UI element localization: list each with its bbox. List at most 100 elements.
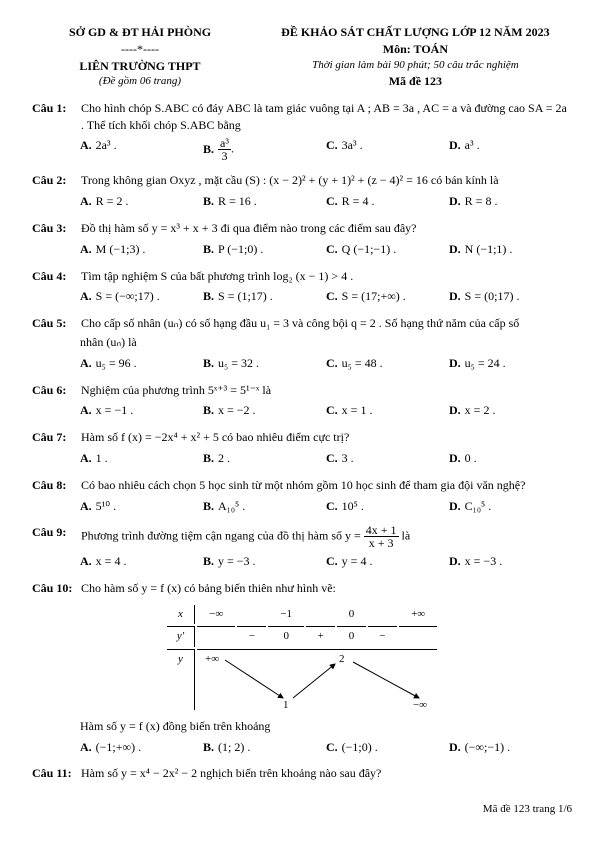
q3-label: Câu 3:: [32, 220, 78, 237]
q10-text2: Hàm số y = f (x) đồng biến trên khoảng: [32, 718, 572, 735]
q8-text: Có bao nhiêu cách chọn 5 học sinh từ một…: [81, 477, 571, 494]
org-line: SỞ GD & ĐT HẢI PHÒNG: [32, 24, 248, 41]
q9-label: Câu 9:: [32, 524, 78, 541]
arrow-up: [293, 664, 335, 698]
q6-choice-d: D.x = 2 .: [449, 402, 572, 419]
q9-choice-c: C.y = 4 .: [326, 553, 449, 570]
q5-choice-a: A.u₅ = 96 .: [80, 355, 203, 372]
q5-text1: Cho cấp số nhân (uₙ) có số hạng đầu u₁ =…: [81, 315, 571, 332]
q2-choice-d: D.R = 8 .: [449, 193, 572, 210]
q2-choice-b: B.R = 16 .: [203, 193, 326, 210]
page-header: SỞ GD & ĐT HẢI PHÒNG ----*---- LIÊN TRƯỜ…: [32, 24, 572, 90]
q5-choice-d: D.u₅ = 24 .: [449, 355, 572, 372]
q4-choices: A.S = (−∞;17) . B.S = (1;17) . C.S = (17…: [32, 288, 572, 305]
question-1: Câu 1: Cho hình chóp S.ABC có đáy ABC là…: [32, 100, 572, 163]
q11-text: Hàm số y = x⁴ − 2x² − 2 nghịch biến trên…: [81, 765, 571, 782]
q8-choice-d: D.C₁₀⁵ .: [449, 498, 572, 515]
q10-choice-d: D.(−∞;−1) .: [449, 739, 572, 756]
header-right: ĐỀ KHẢO SÁT CHẤT LƯỢNG LỚP 12 NĂM 2023 M…: [259, 24, 572, 90]
q4-choice-a: A.S = (−∞;17) .: [80, 288, 203, 305]
q5-choice-c: C.u₅ = 48 .: [326, 355, 449, 372]
q1-choice-c: C.3a³ .: [326, 137, 449, 162]
q4-choice-d: D.S = (0;17) .: [449, 288, 572, 305]
question-4: Câu 4: Tìm tập nghiệm S của bất phương t…: [32, 268, 572, 306]
q6-choices: A.x = −1 . B.x = −2 . C.x = 1 . D.x = 2 …: [32, 402, 572, 419]
q8-choice-a: A.5¹⁰ .: [80, 498, 203, 515]
q10-choice-a: A.(−1;+∞) .: [80, 739, 203, 756]
q2-choices: A.R = 2 . B.R = 16 . C.R = 4 . D.R = 8 .: [32, 193, 572, 210]
variation-table: x −∞ −1 0 +∞ y′ − 0 + 0 − y: [165, 603, 439, 712]
arrow-down-1: [225, 660, 283, 698]
q6-text: Nghiệm của phương trình 5ˣ⁺³ = 5¹⁻ˣ là: [81, 382, 571, 399]
q1-text: Cho hình chóp S.ABC có đáy ABC là tam gi…: [81, 100, 571, 134]
question-10: Câu 10: Cho hàm số y = f (x) có bảng biế…: [32, 580, 572, 755]
question-9: Câu 9: Phương trình đường tiệm cận ngang…: [32, 524, 572, 570]
bt-val-ninf: −∞: [413, 699, 427, 710]
q5-label: Câu 5:: [32, 315, 78, 332]
page-footer: Mã đề 123 trang 1/6: [32, 802, 572, 817]
sep-line: ----*----: [32, 41, 248, 58]
q8-choices: A.5¹⁰ . B.A₁₀⁵ . C.10⁵ . D.C₁₀⁵ .: [32, 498, 572, 515]
question-5: Câu 5: Cho cấp số nhân (uₙ) có số hạng đ…: [32, 315, 572, 371]
q1-choice-a: A.2a³ .: [80, 137, 203, 162]
question-3: Câu 3: Đồ thị hàm số y = x³ + x + 3 đi q…: [32, 220, 572, 258]
q2-label: Câu 2:: [32, 172, 78, 189]
q11-label: Câu 11:: [32, 765, 78, 782]
question-8: Câu 8: Có bao nhiêu cách chọn 5 học sinh…: [32, 477, 572, 515]
code-line: Mã đề 123: [259, 73, 572, 90]
question-6: Câu 6: Nghiệm của phương trình 5ˣ⁺³ = 5¹…: [32, 382, 572, 420]
q5-choices: A.u₅ = 96 . B.u₅ = 32 . C.u₅ = 48 . D.u₅…: [32, 355, 572, 372]
q4-text: Tìm tập nghiệm S của bất phương trình lo…: [81, 268, 571, 285]
time-line: Thời gian làm bài 90 phút; 50 câu trắc n…: [259, 58, 572, 73]
q9-choice-a: A.x = 4 .: [80, 553, 203, 570]
question-11: Câu 11: Hàm số y = x⁴ − 2x² − 2 nghịch b…: [32, 765, 572, 782]
q3-text: Đồ thị hàm số y = x³ + x + 3 đi qua điểm…: [81, 220, 571, 237]
q3-choice-b: B.P (−1;0) .: [203, 241, 326, 258]
q9-choice-d: D.x = −3 .: [449, 553, 572, 570]
q3-choice-d: D.N (−1;1) .: [449, 241, 572, 258]
q7-choice-b: B.2 .: [203, 450, 326, 467]
q7-label: Câu 7:: [32, 429, 78, 446]
pages-line: (Đề gồm 06 trang): [32, 74, 248, 89]
question-2: Câu 2: Trong không gian Oxyz , mặt cầu (…: [32, 172, 572, 210]
question-7: Câu 7: Hàm số f (x) = −2x⁴ + x² + 5 có b…: [32, 429, 572, 467]
q1-choice-b: B.a³3.: [203, 137, 326, 162]
q4-choice-c: C.S = (17;+∞) .: [326, 288, 449, 305]
bt-val-max: 2: [339, 653, 345, 665]
q1-choice-d: D.a³ .: [449, 137, 572, 162]
q8-choice-b: B.A₁₀⁵ .: [203, 498, 326, 515]
q5-choice-b: B.u₅ = 32 .: [203, 355, 326, 372]
q7-choice-c: C.3 .: [326, 450, 449, 467]
school-line: LIÊN TRƯỜNG THPT: [32, 58, 248, 75]
q1-choices: A.2a³ . B.a³3. C.3a³ . D.a³ .: [32, 137, 572, 162]
bt-val-min: 1: [283, 699, 289, 710]
q5-text2: nhân (uₙ) là: [32, 334, 572, 351]
q6-choice-b: B.x = −2 .: [203, 402, 326, 419]
header-left: SỞ GD & ĐT HẢI PHÒNG ----*---- LIÊN TRƯỜ…: [32, 24, 248, 90]
exam-title: ĐỀ KHẢO SÁT CHẤT LƯỢNG LỚP 12 NĂM 2023: [259, 24, 572, 41]
q7-text: Hàm số f (x) = −2x⁴ + x² + 5 có bao nhiê…: [81, 429, 571, 446]
q6-choice-a: A.x = −1 .: [80, 402, 203, 419]
q2-choice-a: A.R = 2 .: [80, 193, 203, 210]
q6-label: Câu 6:: [32, 382, 78, 399]
q7-choice-a: A.1 .: [80, 450, 203, 467]
q8-choice-c: C.10⁵ .: [326, 498, 449, 515]
q10-text: Cho hàm số y = f (x) có bảng biến thiên …: [81, 580, 571, 597]
q1-label: Câu 1:: [32, 100, 78, 117]
q9-choice-b: B.y = −3 .: [203, 553, 326, 570]
variation-arrows: +∞ 2 1 −∞: [197, 650, 437, 710]
q2-choice-c: C.R = 4 .: [326, 193, 449, 210]
q10-label: Câu 10:: [32, 580, 78, 597]
bt-row-y: y +∞ 2 1 −∞: [167, 649, 437, 710]
subject-line: Môn: TOÁN: [259, 41, 572, 58]
q3-choices: A.M (−1;3) . B.P (−1;0) . C.Q (−1;−1) . …: [32, 241, 572, 258]
arrow-down-2: [353, 662, 419, 698]
q4-choice-b: B.S = (1;17) .: [203, 288, 326, 305]
q10-choices: A.(−1;+∞) . B.(1; 2) . C.(−1;0) . D.(−∞;…: [32, 739, 572, 756]
q7-choice-d: D.0 .: [449, 450, 572, 467]
q9-choices: A.x = 4 . B.y = −3 . C.y = 4 . D.x = −3 …: [32, 553, 572, 570]
q2-text: Trong không gian Oxyz , mặt cầu (S) : (x…: [81, 172, 571, 189]
q7-choices: A.1 . B.2 . C.3 . D.0 .: [32, 450, 572, 467]
q10-choice-b: B.(1; 2) .: [203, 739, 326, 756]
q3-choice-c: C.Q (−1;−1) .: [326, 241, 449, 258]
